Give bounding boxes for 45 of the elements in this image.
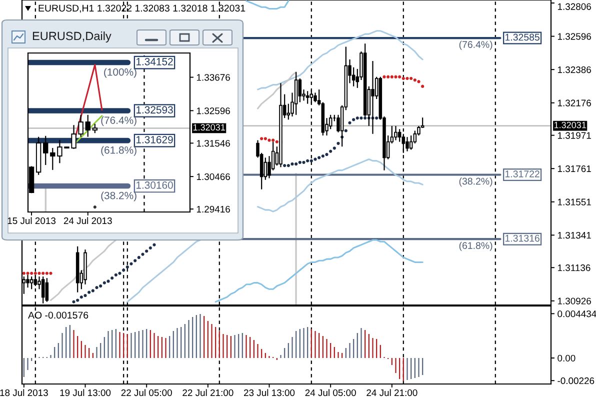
ref-line-label: 1.32593 — [136, 106, 173, 114]
y-tick-label: 1.33676 — [196, 74, 230, 81]
y-tick-label: 1.31136 — [558, 264, 590, 272]
ref-line-label: 1.32031 — [554, 122, 586, 128]
ref-line-label: 1.34152 — [136, 58, 173, 66]
ref-line-label: 1.31316 — [505, 234, 540, 242]
x-tick-label: 24 Jul 2013 — [64, 217, 112, 224]
x-tick-label: 15 Jul 2013 — [8, 217, 56, 224]
x-tick-label: 24 Jul 05:00 — [305, 389, 356, 396]
x-tick-label: 22 Jul 05:00 — [121, 389, 172, 396]
y-tick-label: 1.32806 — [558, 3, 591, 10]
annotation: (38.2%) — [101, 192, 136, 202]
annotation: (100%) — [104, 68, 136, 78]
x-tick-label: 24 Jul 21:00 — [366, 389, 418, 396]
y-tick-label: 1.30466 — [196, 173, 230, 180]
x-tick-label: 18 Jul 2013 — [0, 389, 48, 396]
y-tick-label: 0.004434 — [558, 310, 596, 318]
x-tick-label: 19 Jul 13:00 — [60, 389, 111, 396]
ref-line-label: 1.32031 — [193, 124, 225, 131]
annotation: (61.8%) — [459, 242, 492, 251]
y-tick-label: -0.00226 — [558, 377, 594, 384]
x-tick-label: 23 Jul 13:00 — [244, 389, 295, 396]
annotation: (61.8%) — [101, 146, 136, 156]
annotation: (38.2%) — [459, 178, 492, 187]
annotation: (76.4%) — [459, 40, 492, 50]
y-tick-label: 0.00 — [558, 354, 576, 362]
chart-title: EURUSD,H1 1.32022 1.32083 1.32018 1.32031 — [38, 4, 246, 13]
ref-line-label: 1.30160 — [136, 181, 173, 189]
y-tick-label: 1.31971 — [558, 132, 591, 139]
x-tick-label: 22 Jul 21:00 — [182, 389, 234, 396]
y-tick-label: 1.32176 — [558, 100, 591, 106]
annotation: (76.4%) — [101, 116, 136, 126]
y-tick-label: 1.30926 — [558, 298, 591, 304]
ref-line-label: 1.31722 — [505, 170, 540, 178]
ref-line-label: 1.32585 — [505, 34, 540, 41]
y-tick-label: 1.32596 — [558, 33, 591, 40]
y-tick-label: 1.31546 — [196, 140, 230, 147]
y-tick-label: 1.29416 — [196, 206, 230, 213]
ref-line-label: 1.31629 — [136, 136, 173, 144]
y-tick-label: 1.32386 — [558, 66, 591, 74]
y-tick-label: 1.31761 — [558, 165, 591, 172]
chart-title: EURUSD,Daily — [32, 32, 112, 42]
y-tick-label: 1.31551 — [558, 198, 591, 206]
y-tick-label: 1.32596 — [196, 107, 230, 114]
y-tick-label: 1.31341 — [558, 232, 591, 239]
